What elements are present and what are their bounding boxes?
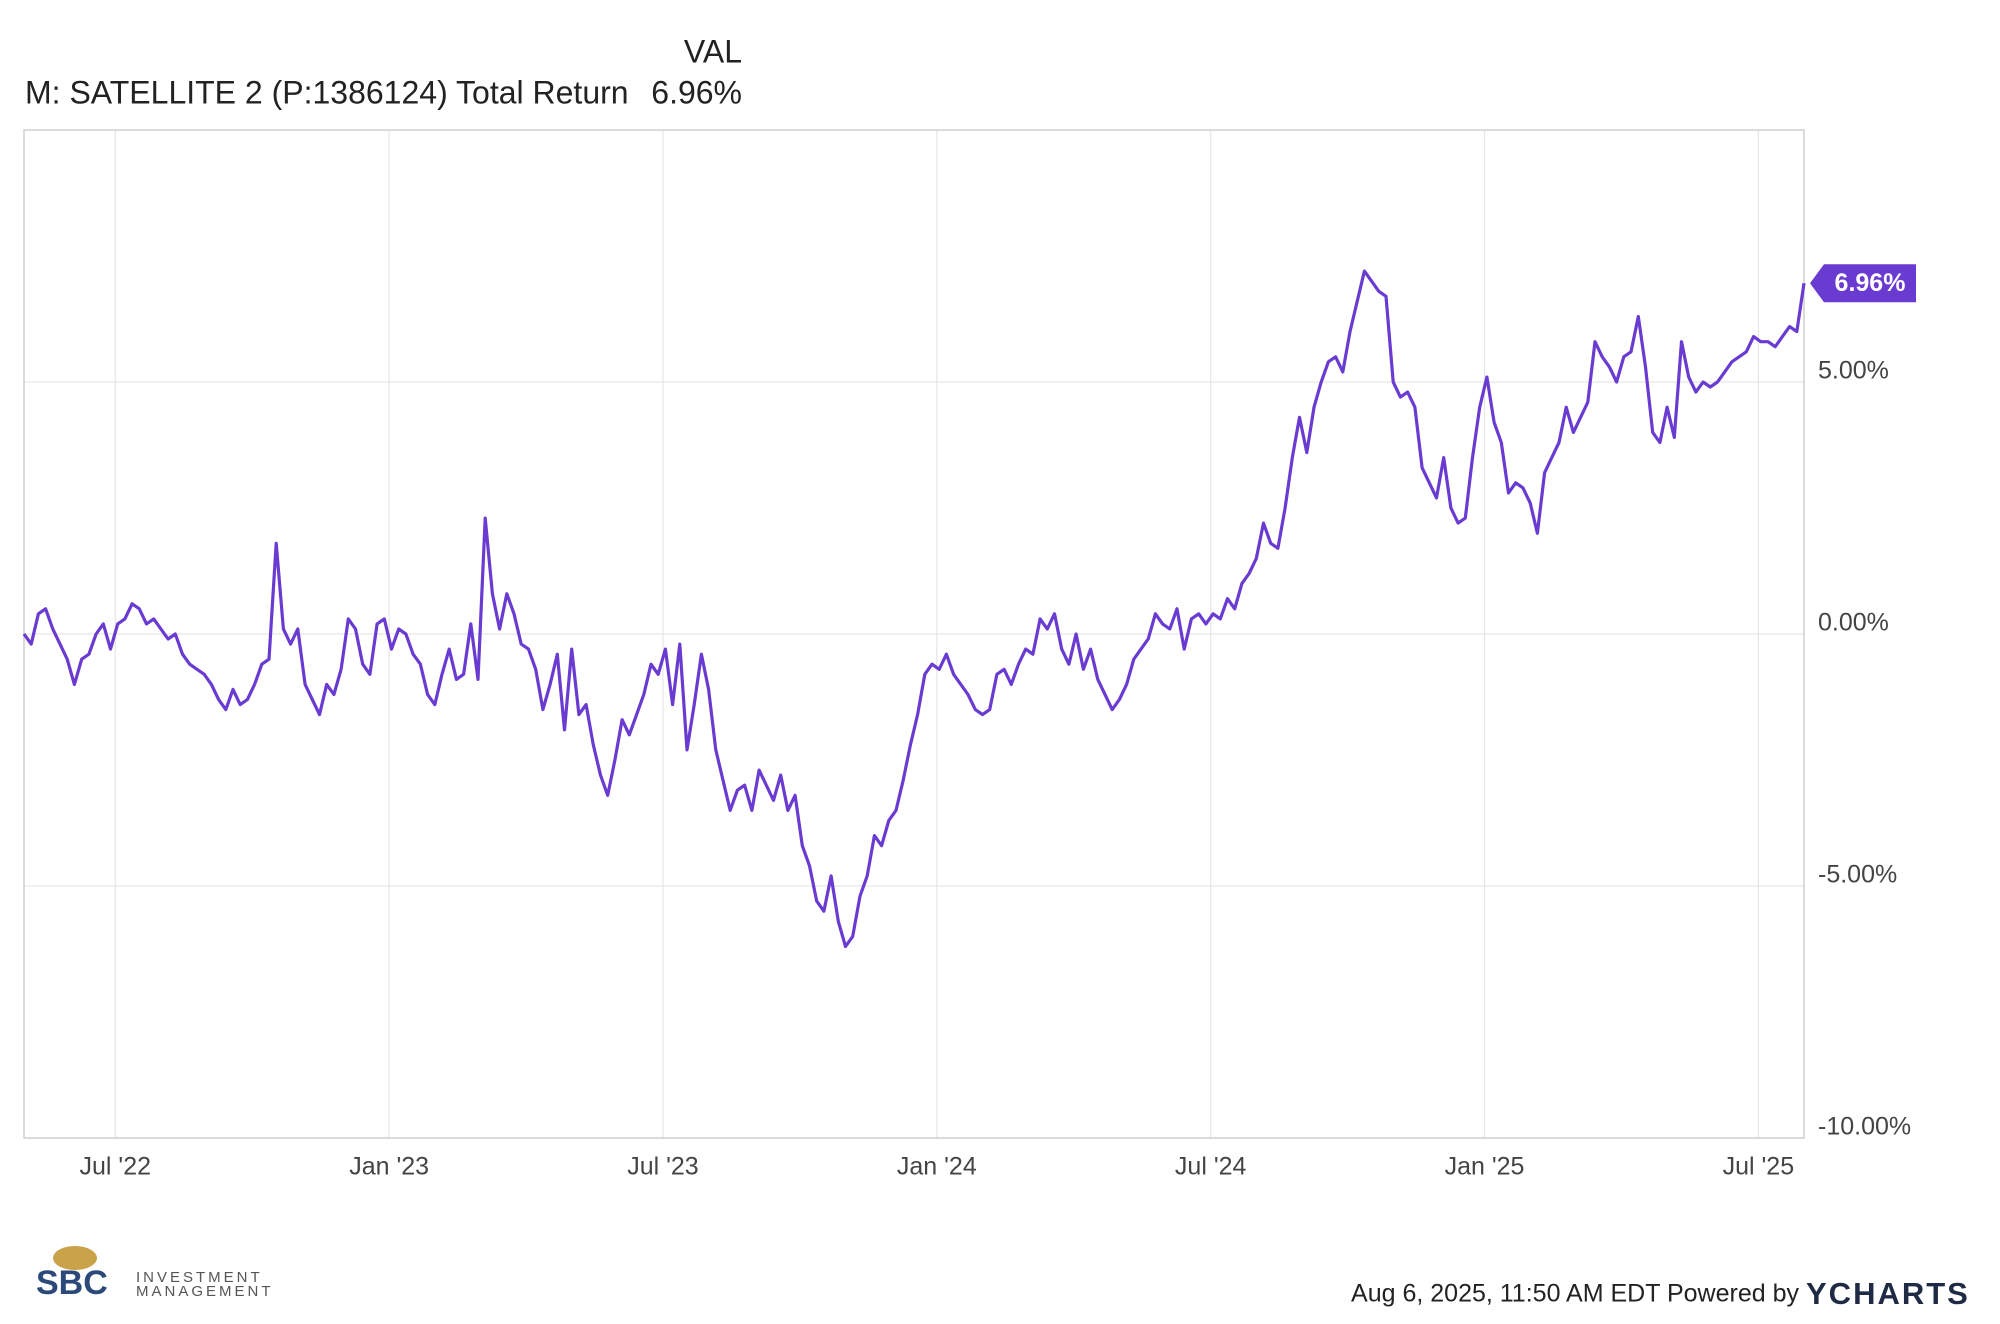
legend-header: VAL — [684, 33, 742, 69]
footer-brand: YCHARTS — [1806, 1276, 1970, 1311]
logo-name: SBC — [36, 1264, 108, 1302]
y-tick-label: -5.00% — [1818, 861, 1897, 889]
logo-emblem — [53, 1246, 97, 1270]
x-tick-label: Jul '23 — [627, 1153, 698, 1181]
y-tick-label: -10.00% — [1818, 1113, 1911, 1141]
logo-line2: MANAGEMENT — [136, 1283, 274, 1300]
legend-value: 6.96% — [651, 74, 742, 110]
footer-timestamp: Aug 6, 2025, 11:50 AM EDT Powered by — [1351, 1280, 1799, 1308]
y-tick-label: 5.00% — [1818, 357, 1889, 385]
badge-label: 6.96% — [1835, 269, 1906, 297]
y-tick-label: 0.00% — [1818, 609, 1889, 637]
x-tick-label: Jan '24 — [897, 1153, 977, 1181]
logo: SBC INVESTMENT MANAGEMENT — [36, 1246, 274, 1302]
legend-series-name: M: SATELLITE 2 (P:1386124) Total Return — [25, 74, 629, 110]
last-value-badge: 6.96% — [1810, 264, 1916, 303]
x-tick-label: Jan '23 — [349, 1153, 429, 1181]
badge-shape — [1810, 264, 1916, 303]
x-tick-label: Jul '25 — [1723, 1153, 1794, 1181]
x-tick-label: Jul '22 — [80, 1153, 151, 1181]
series-line — [22, 269, 1806, 949]
x-tick-label: Jul '24 — [1175, 1153, 1247, 1181]
x-tick-label: Jan '25 — [1445, 1153, 1525, 1181]
logo-line1: INVESTMENT — [136, 1269, 263, 1286]
